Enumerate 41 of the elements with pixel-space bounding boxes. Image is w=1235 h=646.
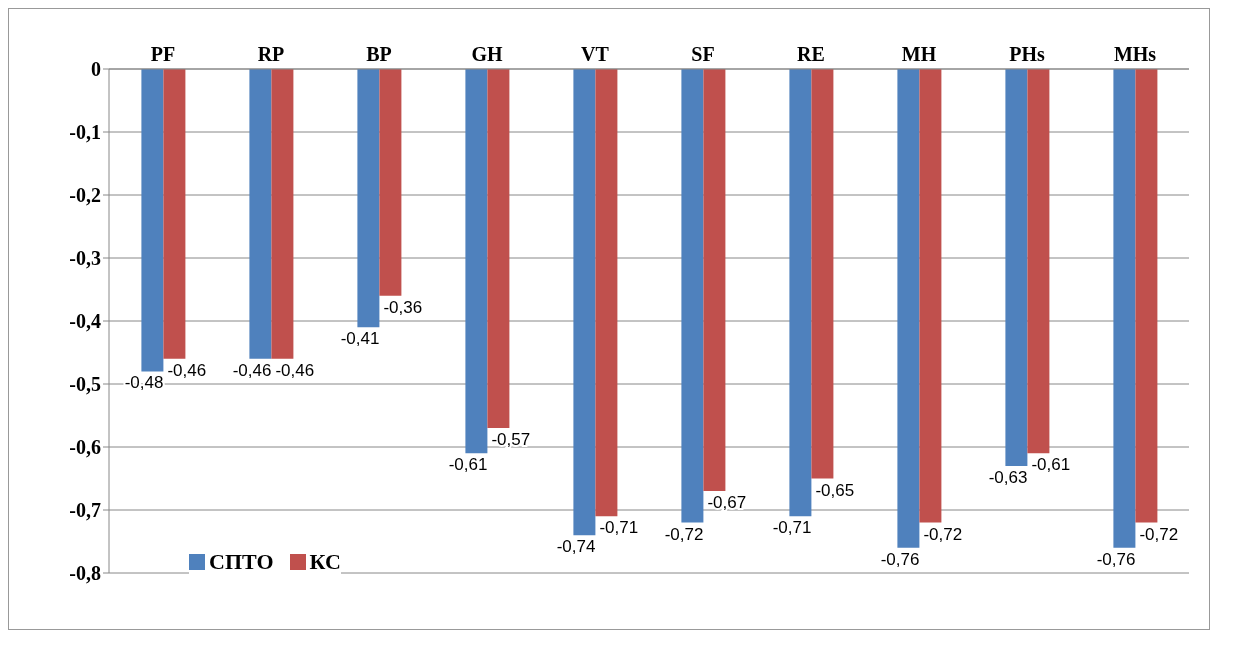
y-tick-label: -0,8 [69, 562, 101, 585]
x-tick-label: BP [366, 43, 392, 65]
data-label: -0,46 [167, 360, 207, 380]
x-tick-label: MHs [1113, 43, 1157, 65]
data-label: -0,41 [340, 329, 380, 349]
data-label: -0,72 [1139, 524, 1179, 544]
y-tick-label: -0,2 [69, 184, 101, 207]
x-tick-label: PF [150, 43, 176, 65]
data-label: -0,48 [124, 373, 164, 393]
data-label: -0,72 [923, 524, 963, 544]
data-label: -0,57 [491, 430, 531, 450]
data-label: -0,76 [1096, 549, 1136, 569]
data-label: -0,72 [664, 524, 704, 544]
x-tick-label: SF [691, 43, 715, 65]
data-label: -0,36 [383, 297, 423, 317]
data-label: -0,63 [988, 467, 1028, 487]
x-tick-label: RP [257, 43, 285, 65]
legend-label: СПТО [208, 549, 274, 575]
y-tick-label: -0,7 [69, 499, 101, 522]
data-label: -0,74 [556, 537, 596, 557]
data-label: -0,61 [1031, 455, 1071, 475]
x-tick-label: PHs [1009, 43, 1045, 65]
legend-label: КС [308, 549, 341, 575]
x-tick-label: RE [797, 43, 825, 65]
data-label: -0,65 [815, 480, 855, 500]
data-label: -0,71 [599, 518, 639, 538]
x-tick-label: GH [471, 43, 503, 65]
x-tick-label: VT [581, 43, 610, 65]
data-label: -0,61 [448, 455, 488, 475]
y-tick-label: -0,6 [69, 436, 101, 459]
y-tick-label: -0,3 [69, 247, 101, 270]
data-label: -0,76 [880, 549, 920, 569]
data-label: -0,46 [232, 360, 272, 380]
y-tick-label: -0,1 [69, 121, 101, 144]
data-label: -0,71 [772, 518, 812, 538]
data-label: -0,46 [275, 360, 315, 380]
y-tick-label: -0,5 [69, 373, 101, 396]
y-tick-label: -0,4 [69, 310, 101, 333]
x-tick-label: MH [901, 43, 937, 65]
data-label: -0,67 [707, 493, 747, 513]
y-tick-label: 0 [91, 58, 101, 81]
